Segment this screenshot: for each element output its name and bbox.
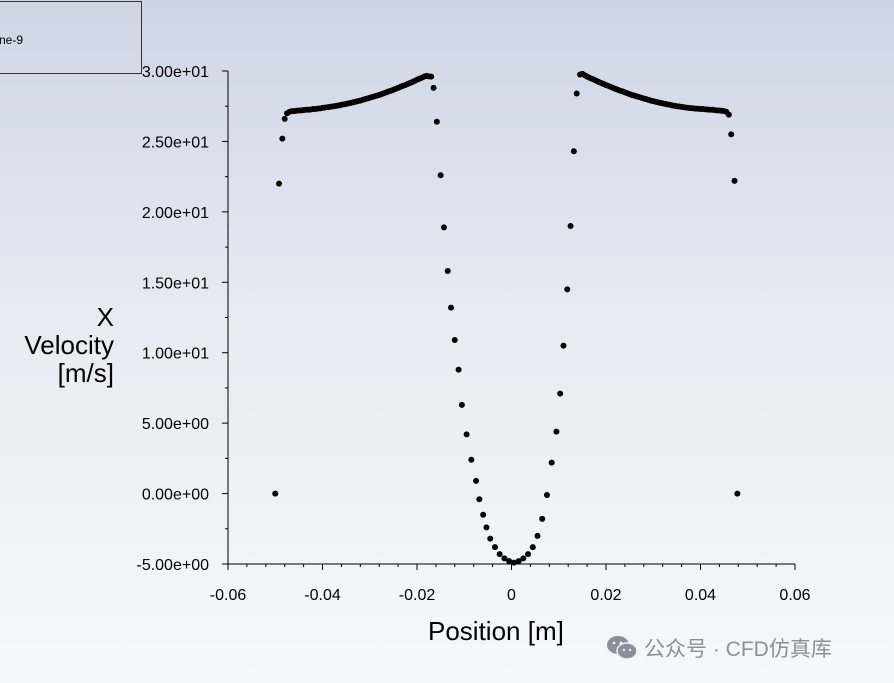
data-point [448,304,455,311]
data-point [557,390,564,397]
watermark: 公众号 · CFD仿真库 [606,632,832,664]
x-tick-label: -0.06 [210,587,247,604]
data-point [276,180,283,187]
data-point [525,551,532,558]
data-point [520,555,527,562]
x-axis: -0.06 -0.04 -0.02 0 0.02 0.04 0.06 [210,563,811,604]
y-tick-label: 1.00e+01 [142,346,209,363]
data-point [564,286,571,293]
data-point [458,401,465,408]
data-point [731,177,738,184]
data-point [728,131,735,138]
data-point [734,490,741,497]
data-point [560,342,567,349]
data-point [473,477,480,484]
data-point [510,559,517,566]
data-point [428,73,435,80]
data-point [468,456,475,463]
y-axis-label-line-2: Velocity [24,330,114,360]
data-point [515,558,522,565]
x-tick-label: 0 [507,587,516,604]
data-point [539,515,546,522]
data-point [444,268,451,275]
data-point [553,428,560,435]
watermark-text: 公众号 · CFD仿真库 [644,638,832,661]
data-point [279,135,286,142]
data-point [430,84,437,91]
data-points [272,70,741,566]
data-point [455,366,462,373]
y-tick-label: 2.00e+01 [142,205,209,222]
x-tick-label: 0.02 [590,587,621,604]
y-axis-label-line-3: [m/s] [57,358,114,388]
data-point [476,496,483,503]
y-axis-label-line-1: X [96,302,114,332]
y-tick-label: -5.00e+00 [136,557,209,574]
x-tick-label: 0.04 [685,587,716,604]
data-point [451,337,458,344]
y-tick-label: 2.50e+01 [142,134,209,151]
data-point [543,491,550,498]
data-point [433,118,440,125]
data-point [506,558,513,565]
x-tick-label: 0.06 [779,587,810,604]
x-tick-label: -0.04 [304,587,341,604]
data-point [567,222,574,229]
data-point [496,551,503,558]
data-point [483,524,490,531]
data-point [437,172,444,179]
legend-label: ne-9 [0,33,23,47]
data-point [534,532,541,539]
data-point [487,535,494,542]
wechat-icon [607,636,638,660]
data-point [480,511,487,518]
y-tick-label: 3.00e+01 [142,64,209,81]
data-point [440,224,447,231]
y-tick-label: 0.00e+00 [142,487,209,504]
data-point [491,544,498,551]
x-tick-label: -0.02 [399,587,436,604]
y-tick-label: 1.50e+01 [142,275,209,292]
legend-box: ne-9 [0,1,142,74]
y-axis: -5.00e+00 0.00e+00 5.00e+00 1.00e+01 1.50e+0… [136,64,229,574]
data-point [573,90,580,97]
data-point [281,115,288,122]
data-point [463,431,470,438]
data-point [725,111,732,118]
y-tick-label: 5.00e+00 [142,416,209,433]
data-point [501,555,508,562]
data-point [529,544,536,551]
y-axis-label: X Velocity [m/s] [8,303,114,387]
x-axis-label: Position [m] [428,616,564,646]
data-point [548,459,555,466]
data-point [272,490,279,497]
data-point [570,148,577,155]
